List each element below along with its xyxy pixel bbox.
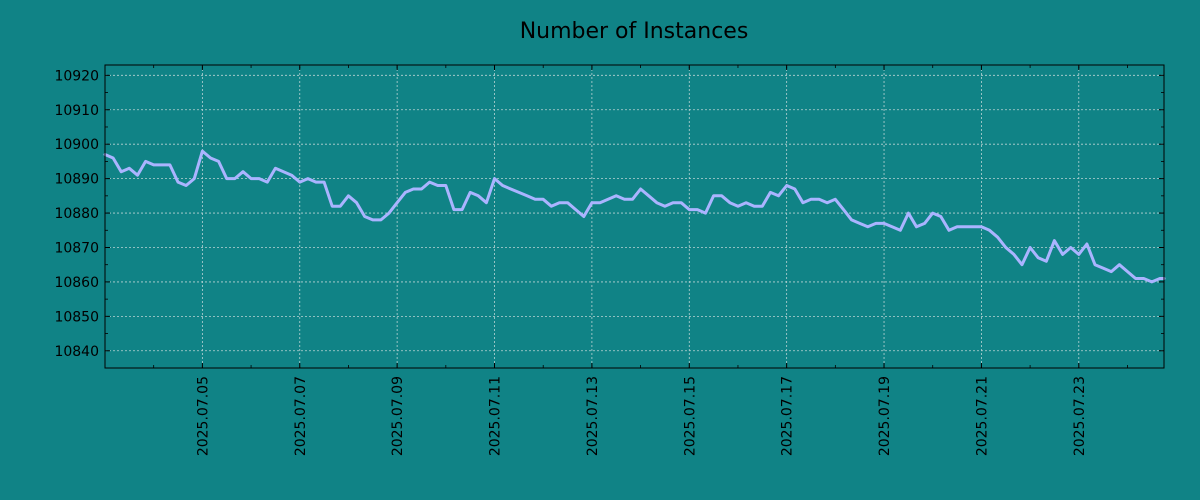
y-tick-label: 10840 bbox=[54, 344, 99, 360]
x-tick-label: 2025.07.15 bbox=[682, 376, 698, 456]
x-tick-label: 2025.07.17 bbox=[780, 376, 796, 456]
y-tick-label: 10900 bbox=[54, 137, 99, 153]
x-tick-label: 2025.07.23 bbox=[1072, 376, 1088, 456]
x-tick-label: 2025.07.05 bbox=[195, 376, 211, 456]
y-tick-label: 10880 bbox=[54, 206, 99, 222]
y-tick-label: 10850 bbox=[54, 309, 99, 325]
grid-lines bbox=[105, 65, 1164, 368]
x-tick-label: 2025.07.19 bbox=[877, 376, 893, 456]
series-line bbox=[103, 149, 1166, 284]
y-tick-label: 10870 bbox=[54, 240, 99, 256]
x-tick-label: 2025.07.07 bbox=[293, 376, 309, 456]
y-axis-tick-labels: 10840 10850 10860 10870 10880 10890 10900 10910… bbox=[54, 68, 99, 359]
x-tick-label: 2025.07.11 bbox=[488, 376, 504, 456]
y-tick-label: 10920 bbox=[54, 68, 99, 84]
axis-ticks bbox=[104, 65, 1164, 369]
y-tick-label: 10860 bbox=[54, 275, 99, 291]
x-tick-label: 2025.07.13 bbox=[585, 376, 601, 456]
x-tick-label: 2025.07.09 bbox=[390, 376, 406, 456]
plot-frame bbox=[104, 64, 1165, 369]
y-tick-label: 10890 bbox=[54, 172, 99, 188]
x-axis-tick-labels: 2025.07.05 2025.07.07 2025.07.09 2025.07.11… bbox=[195, 376, 1087, 456]
chart-title: Number of Instances bbox=[520, 19, 749, 44]
series-layer bbox=[103, 149, 1166, 284]
x-tick-label: 2025.07.21 bbox=[974, 376, 990, 456]
y-tick-label: 10910 bbox=[54, 103, 99, 119]
